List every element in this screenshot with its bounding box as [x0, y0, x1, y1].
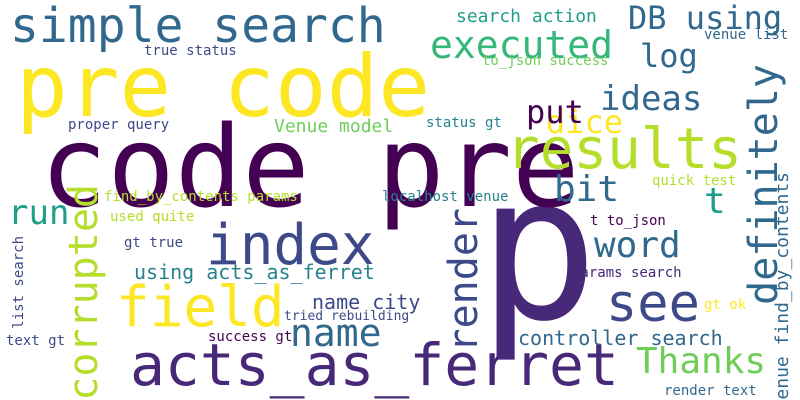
word-gt-ok: gt ok — [704, 297, 747, 313]
word-results: results — [506, 117, 743, 182]
word-simple-search: simple search — [10, 0, 386, 54]
word-ideas: ideas — [600, 79, 703, 119]
word-field: field — [116, 275, 285, 340]
word-to-json-success: to_json success — [482, 53, 609, 69]
word-params-search: params search — [572, 265, 682, 281]
word-list-search: list search — [11, 236, 27, 329]
word-search-action: search action — [456, 6, 597, 27]
word-code-pre: code pre — [40, 103, 580, 233]
word-index: index — [206, 213, 375, 278]
word-status-gt: status gt — [426, 115, 502, 131]
word-render: render — [441, 208, 487, 353]
word-venue-list: venue list — [704, 27, 789, 43]
word-log: log — [640, 37, 698, 75]
word-p: p — [478, 133, 599, 366]
word-used-quite: used quite — [110, 209, 195, 225]
word-controller-search: controller search — [518, 326, 723, 350]
word-name: name — [290, 311, 382, 355]
word-t: t — [704, 181, 726, 222]
word-corrupted: corrupted — [61, 184, 107, 400]
word-acts-as-ferret: acts_as_ferret — [130, 331, 619, 399]
word-using-acts-as-ferret: using acts_as_ferret — [134, 260, 375, 284]
word-see: see — [606, 274, 700, 334]
word-pre-code: pre code — [16, 37, 431, 137]
word-t-to-json: t to_json — [590, 213, 666, 229]
word-gt-true: gt true — [124, 235, 184, 251]
word-true-status: true status — [144, 43, 237, 59]
word-tried-rebuilding: tried rebuilding — [284, 309, 410, 324]
word-venue-find-by-contents: Venue find_by_contents — [772, 172, 793, 400]
word-success-gt: success gt — [208, 329, 293, 345]
word-venue-model: Venue model — [274, 116, 394, 137]
word-name-city: name city — [312, 290, 421, 314]
word-executed: executed — [430, 23, 614, 67]
word-thanks: Thanks — [636, 341, 767, 382]
word-word: word — [594, 225, 681, 266]
word-quick-test: quick test — [652, 173, 737, 189]
word-db-using: DB using — [628, 0, 783, 37]
word-text-gt: text gt — [6, 333, 66, 349]
word-put: put — [526, 93, 584, 131]
word-render-text: render text — [664, 383, 757, 399]
word-run: run — [8, 193, 70, 233]
word-localhost-venue: localhost venue — [382, 189, 509, 205]
word-bit: bit — [554, 169, 620, 210]
word-find-by-contents-params: find_by_contents params — [104, 189, 298, 205]
word-dice: dice — [546, 103, 624, 141]
word-proper-query: proper query — [68, 117, 170, 133]
